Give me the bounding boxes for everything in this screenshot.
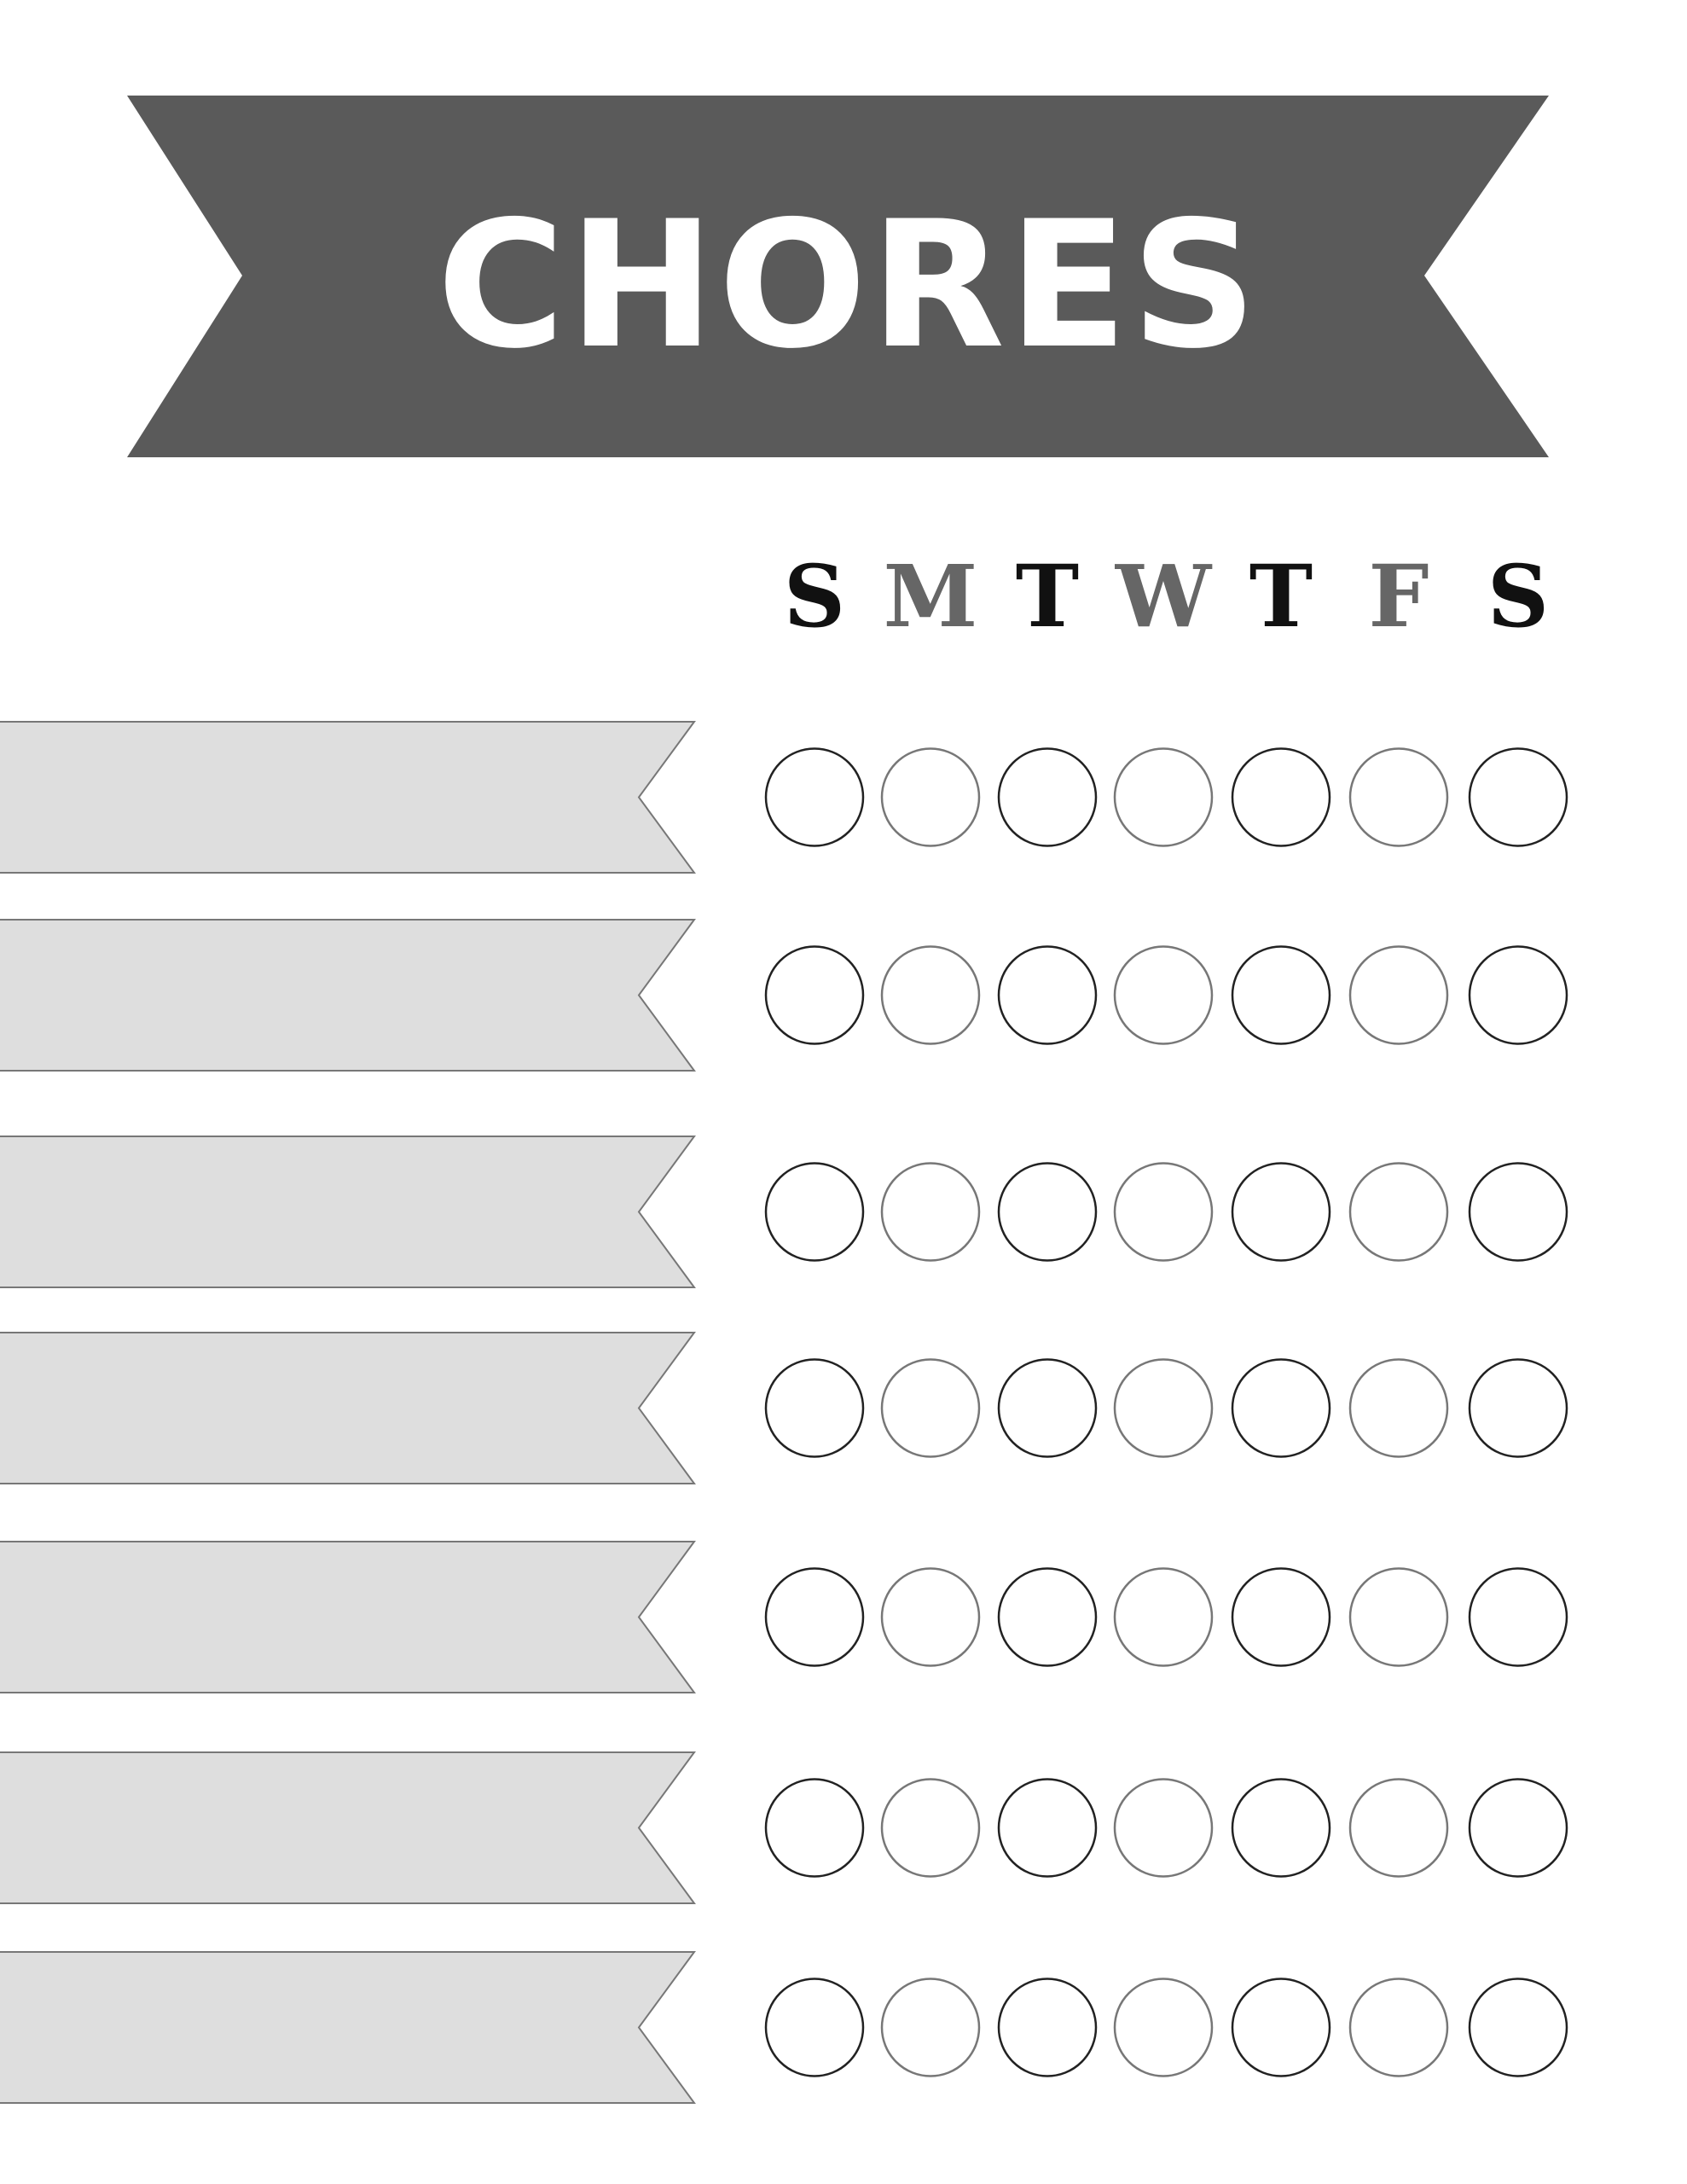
day-checkbox-circle[interactable] xyxy=(1113,1567,1214,1667)
day-checkbox-circle[interactable] xyxy=(1468,747,1568,847)
day-checkbox-circle[interactable] xyxy=(764,945,865,1045)
day-checkbox-circle[interactable] xyxy=(1468,945,1568,1045)
day-checkbox-circle[interactable] xyxy=(997,1358,1098,1458)
day-checkbox-circle[interactable] xyxy=(764,1978,865,2077)
day-checkbox-circle[interactable] xyxy=(1113,747,1214,847)
chore-row xyxy=(0,1136,1568,1288)
day-checkbox-circle[interactable] xyxy=(997,1567,1098,1667)
day-label: M xyxy=(884,546,978,647)
day-label: W xyxy=(1115,546,1213,647)
day-label: T xyxy=(1016,546,1079,647)
day-label: S xyxy=(1487,546,1549,647)
day-checkbox-circle[interactable] xyxy=(764,1358,865,1458)
day-checkbox-circle[interactable] xyxy=(1113,1778,1214,1878)
day-checkbox-circle[interactable] xyxy=(1113,1358,1214,1458)
day-checkbox-circle[interactable] xyxy=(1348,1978,1449,2077)
day-checkbox-circle[interactable] xyxy=(764,1162,865,1262)
chore-row xyxy=(0,1332,1568,1484)
chore-name-ribbon[interactable] xyxy=(0,1541,696,1693)
day-checkbox-circle[interactable] xyxy=(1348,1358,1449,1458)
chore-name-ribbon[interactable] xyxy=(0,1751,696,1904)
chore-row xyxy=(0,721,1568,874)
day-checkbox-circle[interactable] xyxy=(997,945,1098,1045)
day-checkbox-circle[interactable] xyxy=(1468,1778,1568,1878)
day-checkbox-circle[interactable] xyxy=(997,747,1098,847)
title-banner: CHORES xyxy=(127,96,1549,457)
chore-name-ribbon[interactable] xyxy=(0,1951,696,2104)
day-checkbox-circle[interactable] xyxy=(880,1778,981,1878)
day-checkbox-circle[interactable] xyxy=(764,747,865,847)
chore-name-ribbon[interactable] xyxy=(0,1136,696,1288)
day-checkbox-circle[interactable] xyxy=(1231,1358,1331,1458)
banner-shape xyxy=(127,96,1549,457)
day-label: T xyxy=(1249,546,1313,647)
day-checkbox-circle[interactable] xyxy=(1348,1778,1449,1878)
day-checkbox-circle[interactable] xyxy=(1113,1162,1214,1262)
day-checkbox-circle[interactable] xyxy=(1468,1978,1568,2077)
day-checkbox-circle[interactable] xyxy=(880,1978,981,2077)
day-checkbox-circle[interactable] xyxy=(1231,1778,1331,1878)
day-checkbox-circle[interactable] xyxy=(764,1567,865,1667)
day-checkbox-circle[interactable] xyxy=(1231,1162,1331,1262)
day-checkbox-circle[interactable] xyxy=(1468,1567,1568,1667)
day-checkbox-circle[interactable] xyxy=(1468,1358,1568,1458)
day-checkbox-circle[interactable] xyxy=(997,1978,1098,2077)
day-checkbox-circle[interactable] xyxy=(880,945,981,1045)
chore-name-ribbon[interactable] xyxy=(0,1332,696,1484)
day-checkbox-circle[interactable] xyxy=(1231,747,1331,847)
chore-row xyxy=(0,1951,1568,2104)
day-checkbox-circle[interactable] xyxy=(1348,1162,1449,1262)
day-checkbox-circle[interactable] xyxy=(1468,1162,1568,1262)
day-checkbox-circle[interactable] xyxy=(1348,747,1449,847)
chore-name-ribbon[interactable] xyxy=(0,919,696,1072)
day-checkbox-circle[interactable] xyxy=(880,1162,981,1262)
day-checkbox-circle[interactable] xyxy=(764,1778,865,1878)
day-checkbox-circle[interactable] xyxy=(997,1162,1098,1262)
day-checkbox-circle[interactable] xyxy=(1231,945,1331,1045)
day-label: F xyxy=(1369,546,1429,647)
day-checkbox-circle[interactable] xyxy=(880,1567,981,1667)
day-checkbox-circle[interactable] xyxy=(997,1778,1098,1878)
day-checkbox-circle[interactable] xyxy=(1231,1978,1331,2077)
chore-row xyxy=(0,1541,1568,1693)
day-label: S xyxy=(784,546,845,647)
day-checkbox-circle[interactable] xyxy=(880,1358,981,1458)
day-checkbox-circle[interactable] xyxy=(1348,1567,1449,1667)
day-checkbox-circle[interactable] xyxy=(1348,945,1449,1045)
day-checkbox-circle[interactable] xyxy=(880,747,981,847)
chore-row xyxy=(0,1751,1568,1904)
day-checkbox-circle[interactable] xyxy=(1113,945,1214,1045)
day-checkbox-circle[interactable] xyxy=(1113,1978,1214,2077)
chore-rows xyxy=(0,721,1568,2104)
day-checkbox-circle[interactable] xyxy=(1231,1567,1331,1667)
chore-row xyxy=(0,919,1568,1072)
chore-name-ribbon[interactable] xyxy=(0,721,696,874)
page-title: CHORES xyxy=(437,184,1261,387)
